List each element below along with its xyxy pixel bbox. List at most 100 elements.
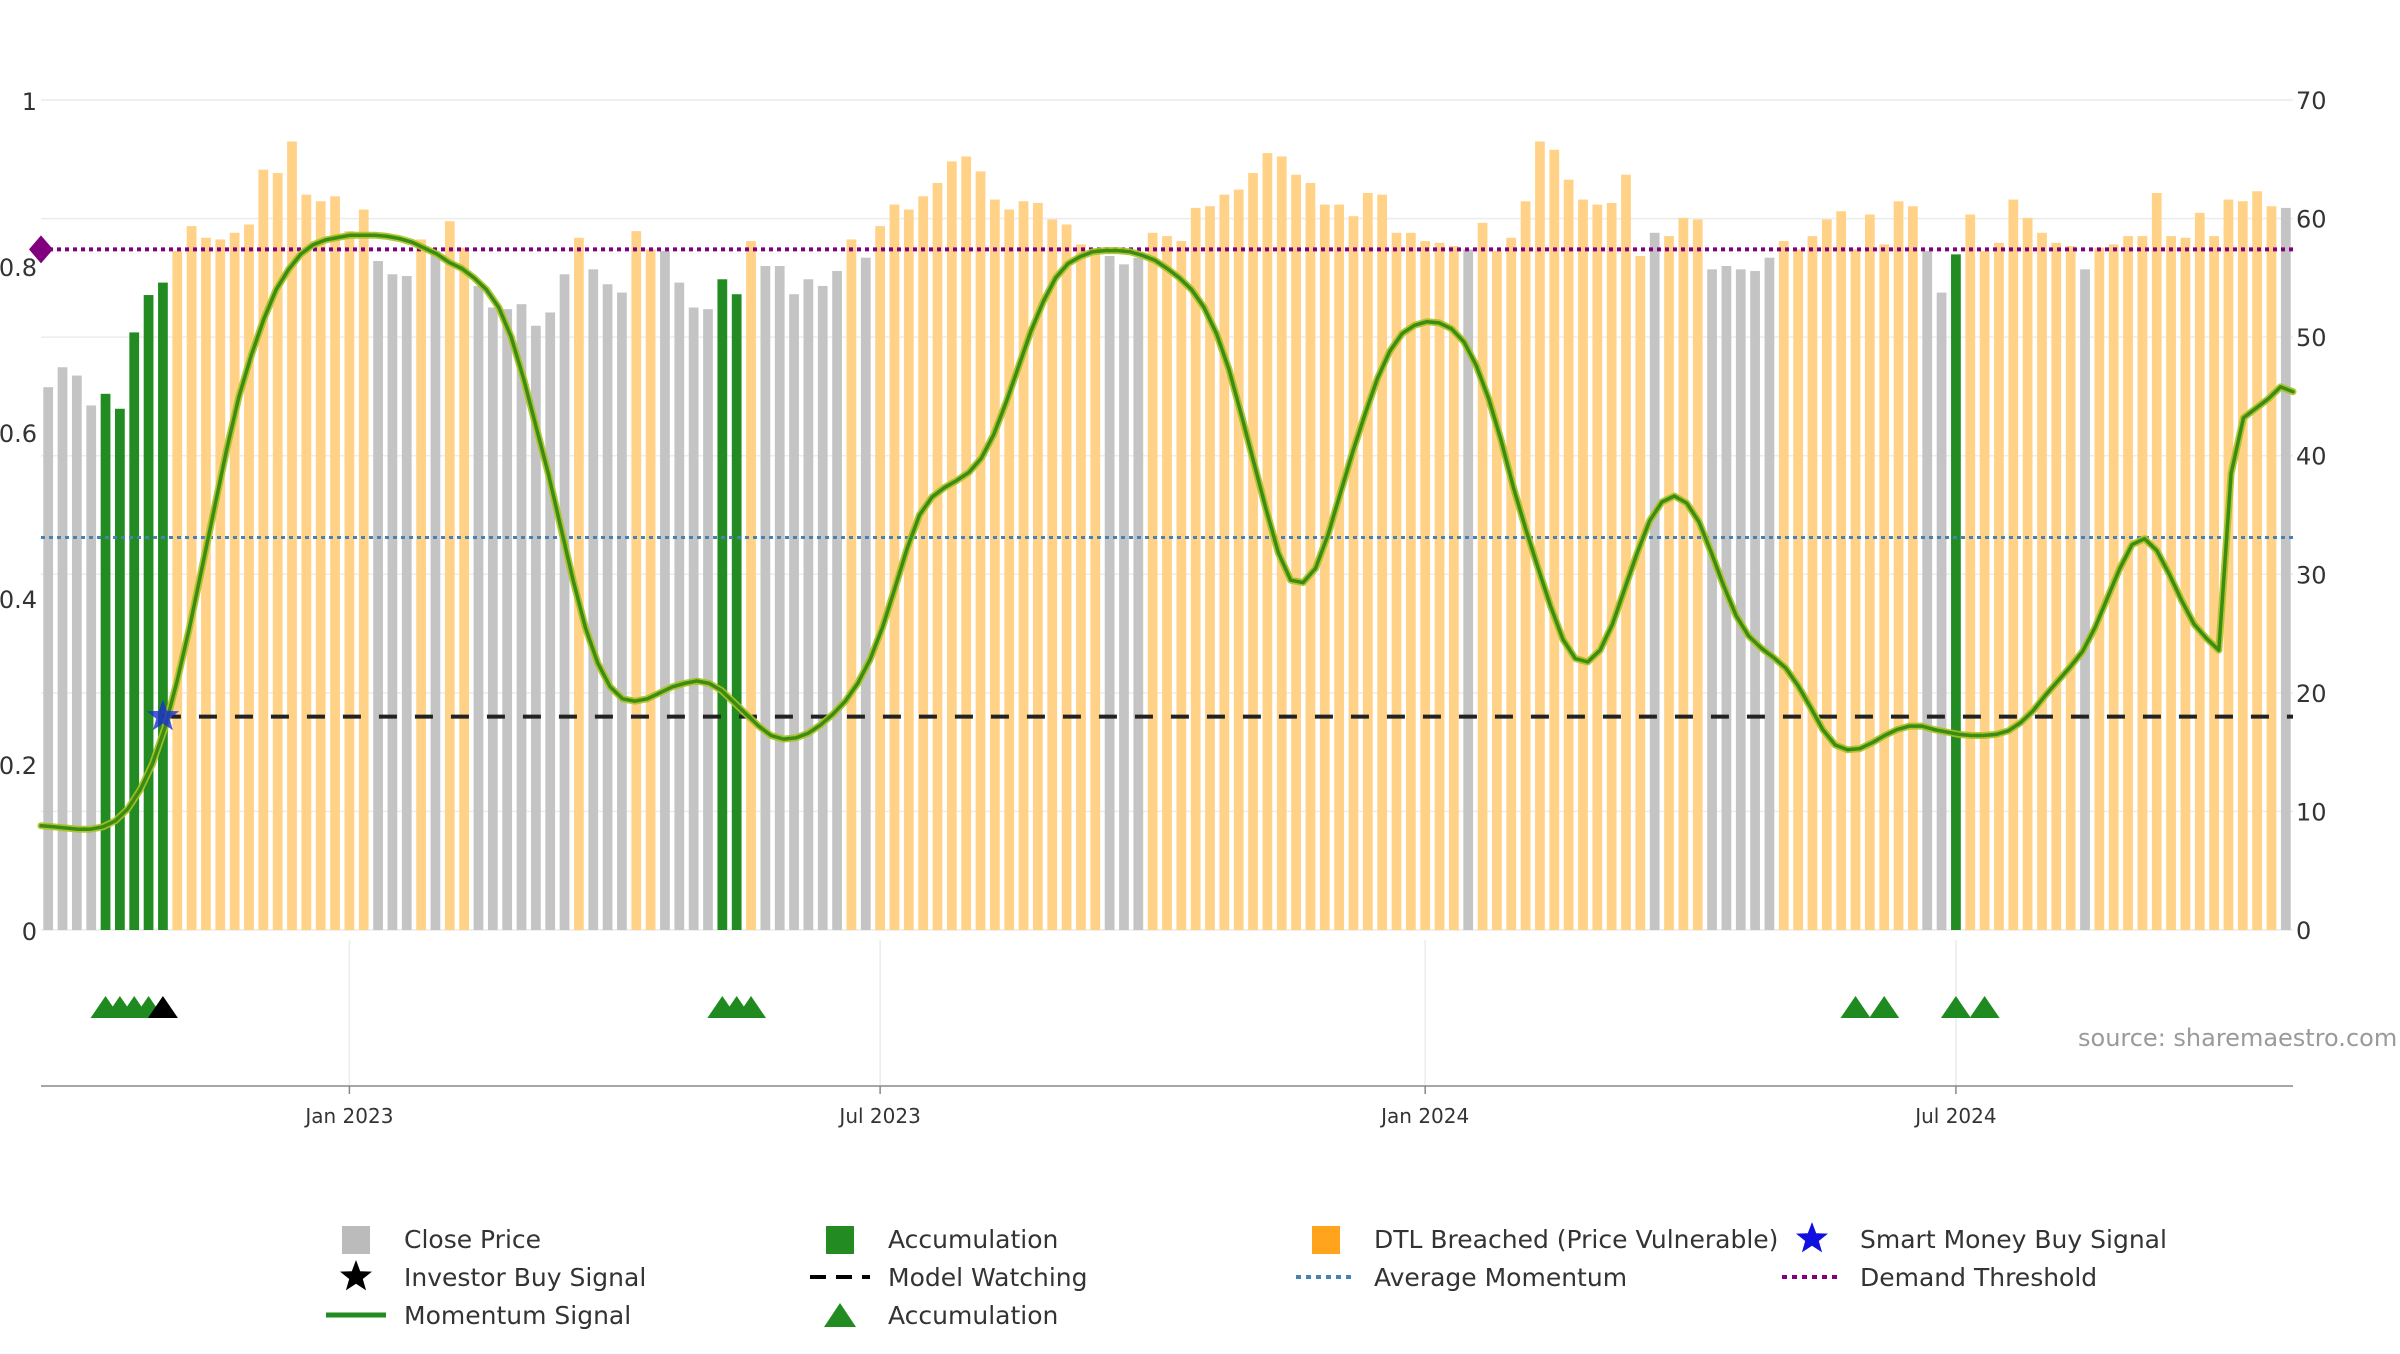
bar <box>1492 251 1502 930</box>
bar <box>1678 217 1689 931</box>
bar <box>502 309 513 930</box>
bar <box>703 309 713 930</box>
bar <box>1162 236 1172 930</box>
bar <box>1592 204 1603 930</box>
bar <box>1319 204 1330 930</box>
bar <box>1090 249 1101 930</box>
x-tick-label: Jul 2023 <box>837 1104 920 1128</box>
legend-accumulation-label: Accumulation <box>888 1224 1059 1254</box>
bar <box>1979 251 1990 930</box>
bar <box>674 282 685 931</box>
right-axis-tick-label: 30 <box>2296 561 2327 589</box>
bar <box>1793 249 1804 930</box>
bar <box>1764 257 1775 930</box>
right-axis-tick-label: 0 <box>2296 917 2311 945</box>
bar <box>2223 199 2234 931</box>
accumulation-triangle <box>1940 996 1971 1018</box>
bar <box>1334 204 1344 930</box>
bar <box>1262 153 1273 930</box>
bar <box>1664 236 1674 930</box>
bar <box>1635 256 1646 930</box>
markers-layer <box>90 699 2000 1018</box>
bar <box>889 204 900 930</box>
bar <box>961 156 972 930</box>
bar <box>430 251 441 930</box>
bar <box>1707 269 1717 930</box>
blue-star-icon <box>1796 1222 1828 1253</box>
bar <box>1061 224 1072 930</box>
bar <box>1305 183 1316 930</box>
bar <box>875 226 885 930</box>
bar <box>1420 241 1431 931</box>
left-axis-tick-label: 0.8 <box>0 254 37 282</box>
bar <box>1936 292 1947 930</box>
bar <box>1735 269 1746 930</box>
bar <box>860 257 871 930</box>
bar <box>2051 242 2062 930</box>
bar <box>1047 219 1058 930</box>
legend-momentum-label: Momentum Signal <box>404 1300 632 1330</box>
bar <box>731 294 742 931</box>
bar <box>71 375 82 930</box>
left-axis-tick-label: 0.4 <box>0 586 37 614</box>
bar <box>2137 236 2148 930</box>
x-tick-label: Jul 2024 <box>1913 1104 1996 1128</box>
accumulation-triangle <box>1869 996 1900 1018</box>
bar <box>2065 246 2076 930</box>
bar <box>229 232 240 931</box>
reference-lines-layer <box>29 235 2293 719</box>
momentum-layer <box>37 231 2297 833</box>
legend-smart-money-label: Smart Money Buy Signal <box>1860 1224 2167 1254</box>
bar <box>1405 232 1416 931</box>
bar <box>2237 201 2248 930</box>
bar <box>1276 156 1287 930</box>
legend-accumulation-swatch <box>826 1226 854 1254</box>
bar <box>975 171 986 930</box>
bar <box>803 279 814 930</box>
bar <box>2008 199 2019 931</box>
bar <box>186 226 197 930</box>
bar <box>315 201 326 930</box>
legend-average-momentum: Average Momentum <box>1294 1258 1627 1296</box>
bar <box>473 285 484 930</box>
accumulation-triangle <box>1840 996 1871 1018</box>
bar <box>1004 209 1015 930</box>
bar <box>1994 242 2004 930</box>
bar <box>444 221 455 930</box>
bar <box>2037 232 2047 931</box>
bar <box>1621 174 1631 930</box>
right-axis-tick-label: 50 <box>2296 324 2327 352</box>
bar <box>559 274 570 930</box>
legend-investor-buy-label: Investor Buy Signal <box>404 1262 647 1292</box>
bar <box>1477 222 1488 931</box>
bar <box>817 285 828 930</box>
bar <box>1908 206 1918 931</box>
bar <box>645 249 656 930</box>
bar <box>1133 257 1144 930</box>
bar <box>1951 254 1961 930</box>
legend-investor-buy: Investor Buy Signal <box>324 1258 646 1296</box>
bar <box>1147 232 1158 931</box>
right-axis-tick-label: 10 <box>2296 798 2327 826</box>
bar <box>1076 244 1086 931</box>
bar <box>158 282 168 931</box>
bar <box>2252 191 2263 931</box>
bar <box>2280 207 2291 930</box>
bar <box>2022 217 2033 931</box>
bar <box>287 141 297 930</box>
bar <box>1821 219 1832 930</box>
bar <box>746 241 756 931</box>
bar <box>1362 192 1373 930</box>
bar <box>1649 232 1660 931</box>
bar <box>1205 206 1215 931</box>
bar <box>1850 249 1861 930</box>
bar <box>1190 207 1201 930</box>
bar <box>918 196 929 930</box>
bar <box>574 237 584 930</box>
bar <box>129 332 140 930</box>
legend-model-watching: Model Watching <box>808 1258 1088 1296</box>
bar <box>1922 251 1933 930</box>
bar <box>1434 242 1445 930</box>
legend: Close Price Accumulation DTL Breached (P… <box>0 1200 2400 1350</box>
bar <box>143 295 154 930</box>
